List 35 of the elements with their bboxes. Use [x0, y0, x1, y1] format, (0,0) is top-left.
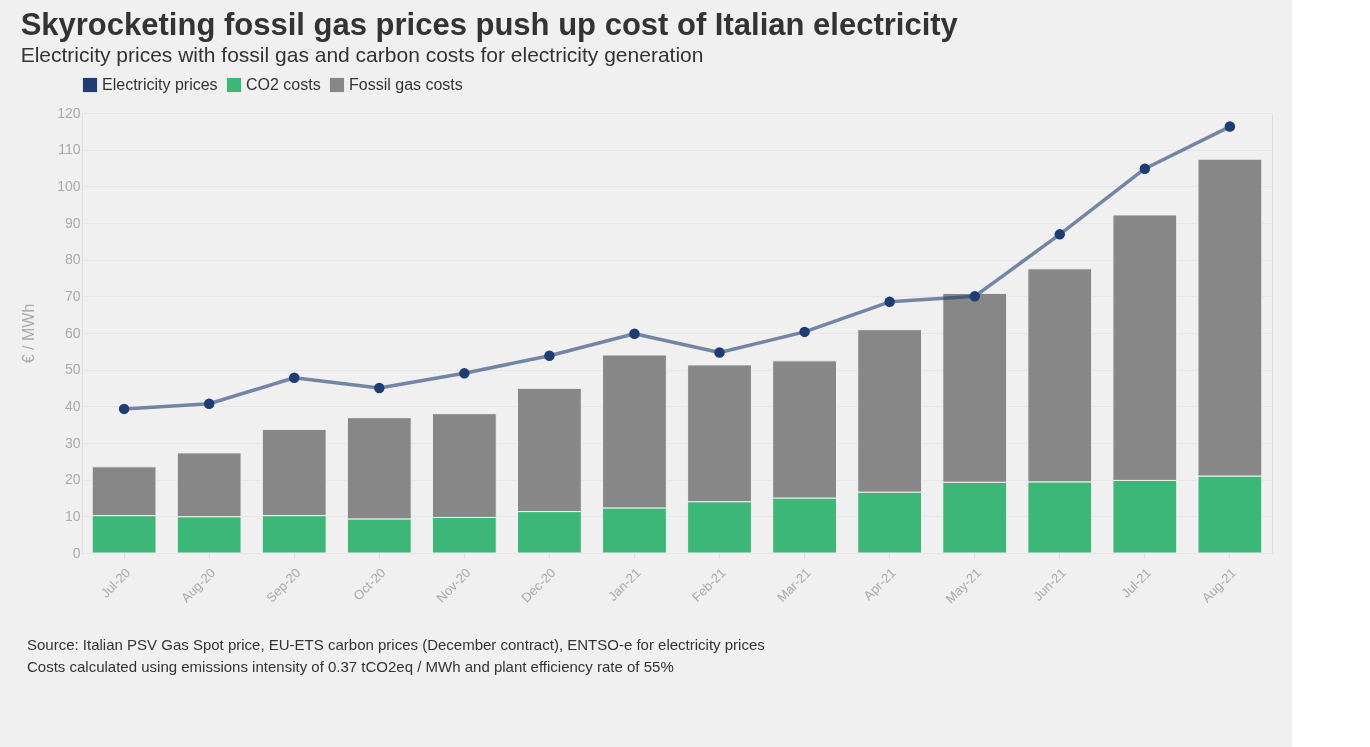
chart-title: Skyrocketing fossil gas prices push up cost of Italian electricity [20, 7, 959, 42]
point [629, 328, 640, 339]
y-tick-label: 10 [64, 507, 81, 524]
y-tick-label: 120 [57, 104, 81, 121]
point [1139, 163, 1151, 174]
text: Costs calculated using emissions intensity of 0.37 tCO2eq / MWh and plant efficiency rate of 55% [27, 658, 674, 675]
y-tick-label: 30 [64, 434, 81, 451]
point [459, 368, 470, 379]
y-tick-label: 90 [64, 214, 81, 231]
legend-label: Electricity prices [102, 76, 218, 93]
y-tick-label: 0 [72, 544, 81, 561]
point [288, 372, 300, 383]
legend-label: Fossil gas costs [349, 76, 463, 93]
point [118, 403, 130, 415]
legend-label: CO2 costs [246, 76, 321, 93]
point [714, 347, 725, 358]
y-tick-label: 100 [57, 177, 81, 194]
point [969, 291, 980, 302]
y-tick-label: 50 [64, 361, 81, 378]
point [544, 350, 555, 361]
y-tick-label: 60 [64, 324, 81, 341]
y-tick-label: 80 [64, 251, 81, 268]
point [374, 382, 385, 394]
chart-subtitle: Electricity prices with fossil gas and carbon costs for electricity generation [20, 43, 704, 66]
point [1054, 229, 1066, 240]
y-tick-label: 20 [64, 471, 81, 488]
point [799, 326, 810, 338]
point [884, 296, 895, 308]
y-axis-title: € / MWh [20, 303, 38, 364]
y-tick-label: 40 [64, 397, 81, 414]
point [203, 398, 215, 409]
y-tick-label: 110 [58, 141, 81, 158]
point [1224, 121, 1236, 132]
source-note: Source: Italian PSV Gas Spot price, EU-ETS carbon prices (December contract), ENTSO-e for electricity prices [27, 636, 765, 653]
y-tick-label: 70 [64, 287, 81, 304]
